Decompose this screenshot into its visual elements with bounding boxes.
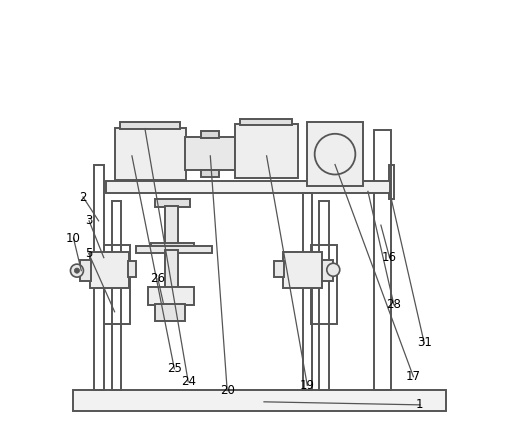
Bar [106, 181, 390, 193]
Text: 19: 19 [300, 379, 315, 392]
Bar [235, 124, 298, 178]
Bar [115, 128, 186, 180]
Bar [185, 137, 235, 170]
Text: 17: 17 [406, 370, 421, 383]
Bar [111, 201, 121, 390]
Bar [323, 260, 333, 281]
Bar [303, 193, 313, 390]
Text: 31: 31 [417, 336, 432, 349]
Text: 1: 1 [416, 398, 423, 411]
Bar [201, 170, 219, 177]
Text: 5: 5 [85, 247, 92, 260]
Bar [150, 243, 194, 251]
Bar [155, 199, 191, 207]
Bar [73, 390, 446, 411]
Text: 26: 26 [150, 272, 165, 285]
Circle shape [74, 268, 80, 273]
Bar [165, 206, 178, 245]
Bar [80, 260, 91, 281]
Text: 20: 20 [220, 384, 234, 397]
Text: 24: 24 [181, 375, 196, 388]
Circle shape [327, 263, 340, 276]
Text: 10: 10 [66, 232, 81, 245]
Bar [389, 165, 394, 199]
Bar [307, 122, 363, 186]
Bar [201, 131, 219, 138]
Bar [90, 252, 129, 288]
Text: 25: 25 [167, 362, 182, 375]
Text: 28: 28 [386, 298, 401, 311]
Bar [165, 250, 178, 288]
Bar [319, 201, 329, 390]
Bar [136, 246, 212, 253]
Bar [104, 245, 130, 324]
Bar [374, 130, 391, 390]
Bar [155, 304, 185, 321]
Circle shape [70, 264, 83, 277]
Text: 3: 3 [86, 214, 93, 227]
Bar [284, 252, 323, 288]
Bar [148, 287, 194, 305]
Bar [95, 165, 104, 390]
Bar [128, 261, 136, 277]
Bar [311, 245, 337, 324]
Text: 2: 2 [79, 191, 87, 204]
Bar [120, 122, 180, 129]
Text: 16: 16 [382, 251, 397, 264]
Bar [275, 261, 284, 277]
Bar [240, 119, 292, 125]
